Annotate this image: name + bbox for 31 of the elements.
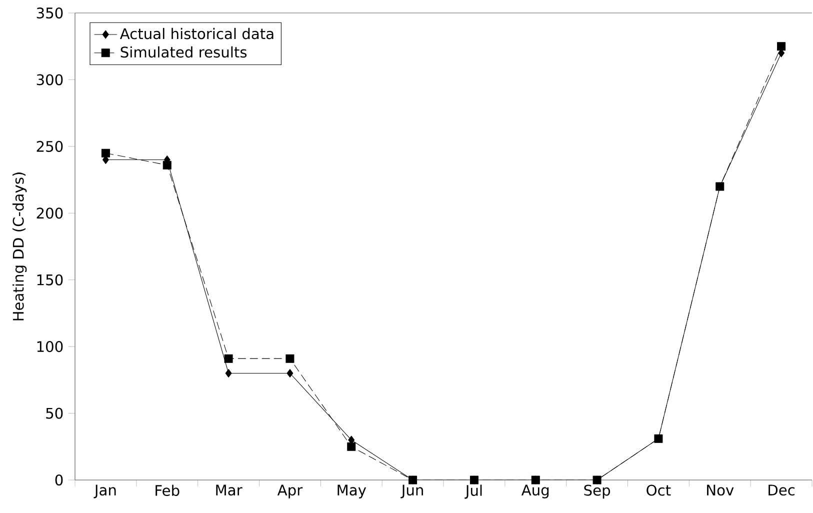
x-tick-label: May [338, 484, 366, 498]
point [286, 354, 294, 363]
x-tick-label: Mar [216, 484, 242, 496]
y-tick-label: 250 [36, 140, 63, 152]
point [777, 42, 786, 51]
point [225, 369, 232, 378]
point [347, 442, 356, 451]
y-tick-label: 0 [55, 474, 63, 486]
y-tick-label: 150 [37, 274, 63, 286]
x-tick-label: Oct [646, 484, 671, 496]
y-tick-label: 200 [36, 208, 63, 219]
y-tick-label: 300 [36, 74, 63, 86]
y-tick-label: 350 [36, 7, 63, 19]
y-tick-label: 50 [46, 408, 63, 419]
point [162, 160, 172, 170]
point [101, 148, 110, 158]
legend-label: Actual historical data [120, 28, 274, 40]
point [286, 369, 294, 378]
x-tick-label: Dec [768, 484, 795, 496]
x-tick-label: Jan [94, 484, 116, 498]
x-tick-label: Feb [156, 484, 180, 496]
point [224, 354, 233, 363]
y-axis-title: Heating DD (C-days) [12, 172, 27, 320]
x-tick-label: Jun [400, 484, 423, 498]
legend-label: Simulated results [120, 46, 247, 58]
x-tick-label: Jul [464, 484, 482, 499]
x-tick-label: Nov [707, 484, 734, 496]
x-tick-label: Sep [584, 484, 610, 499]
x-tick-label: Aug [521, 484, 549, 498]
y-tick-label: 100 [37, 341, 63, 352]
x-tick-label: Apr [277, 484, 303, 498]
